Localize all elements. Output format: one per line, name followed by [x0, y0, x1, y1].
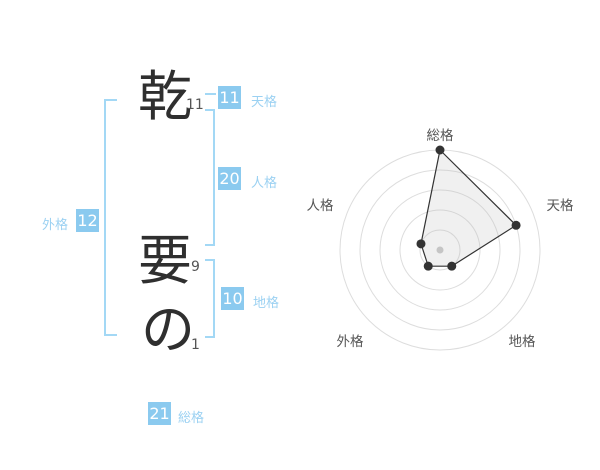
gaikaku-label: 外格 [42, 218, 69, 233]
axis-label: 総格 [427, 128, 454, 144]
axis-label: 外格 [337, 334, 364, 350]
jinkaku-label: 人格 [251, 176, 278, 191]
tenkaku-tick [205, 93, 216, 95]
stroke-count-1: 11 [186, 97, 204, 113]
chikaku-bracket [205, 259, 215, 338]
data-point [511, 220, 521, 230]
gaikaku-badge: 12 [76, 209, 99, 232]
name-character-2: 要 [138, 229, 192, 292]
stroke-count-2: 9 [191, 259, 200, 275]
data-point [435, 145, 445, 155]
tenkaku-label: 天格 [251, 95, 278, 110]
chikaku-label: 地格 [253, 296, 280, 311]
soukaku-label: 総格 [178, 411, 205, 426]
axis-label: 人格 [307, 198, 334, 214]
center-dot [436, 246, 444, 254]
gaikaku-bracket [104, 99, 117, 336]
axis-label: 天格 [547, 198, 575, 214]
grid-ring [419, 229, 461, 271]
name-character-3: の [141, 298, 195, 361]
chikaku-badge: 10 [221, 287, 244, 310]
jinkaku-badge: 20 [218, 167, 241, 190]
grid-ring [399, 209, 481, 291]
data-polygon [420, 148, 518, 267]
data-point [416, 239, 426, 249]
axis-label: 地格 [509, 334, 537, 350]
data-point [447, 261, 457, 271]
tenkaku-badge: 11 [218, 86, 241, 109]
grid-ring [379, 189, 501, 311]
grid-ring [359, 169, 521, 331]
soukaku-badge: 21 [148, 402, 171, 425]
stroke-count-3: 1 [191, 337, 200, 353]
data-point [423, 261, 433, 271]
jinkaku-bracket [205, 109, 215, 246]
name-character-1: 乾 [138, 65, 192, 128]
